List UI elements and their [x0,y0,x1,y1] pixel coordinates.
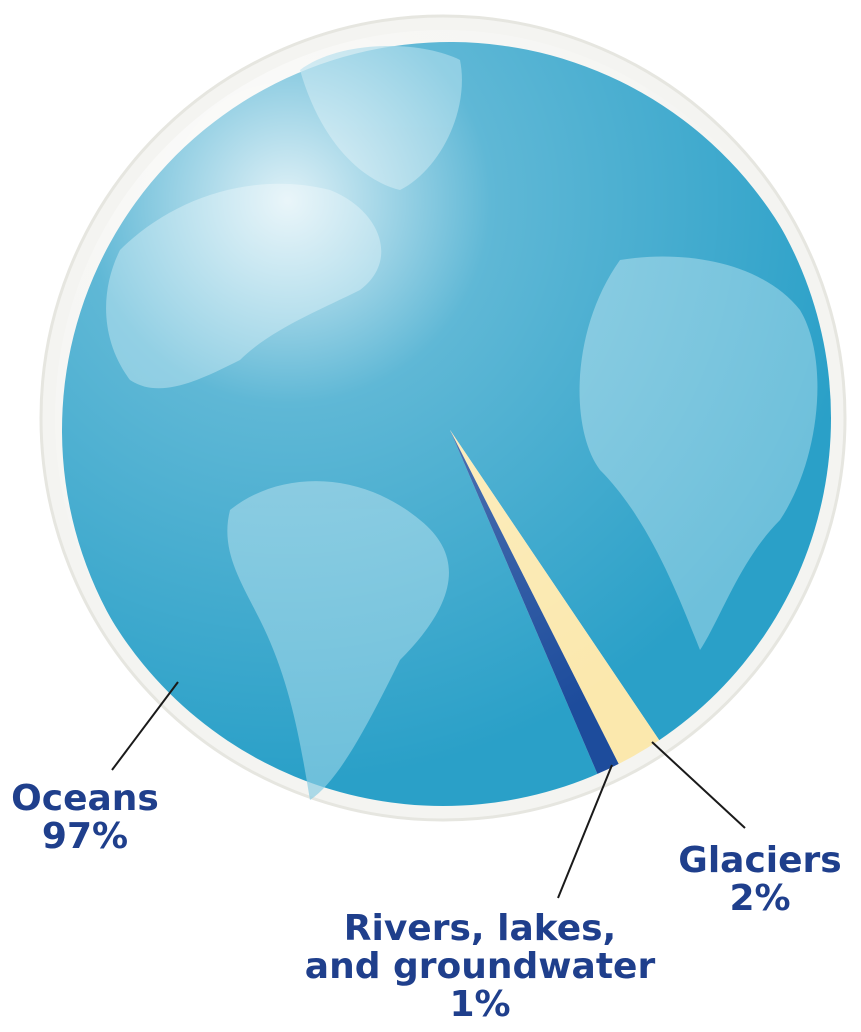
globe-shine [55,30,831,806]
leader-lines [111,681,746,899]
leader-line [651,741,746,829]
label-rivers: Rivers, lakes, and groundwater 1% [300,910,660,1024]
value-label: 97% [41,816,129,857]
category-label: Rivers, lakes, and groundwater [304,908,656,987]
label-oceans: Oceans 97% [0,780,170,856]
value-label: 2% [729,878,791,919]
category-label: Oceans [11,778,159,819]
category-label: Glaciers [678,840,842,881]
value-label: 1% [449,984,511,1025]
leader-line [111,681,179,771]
label-glaciers: Glaciers 2% [660,842,860,918]
leader-line [557,764,613,899]
